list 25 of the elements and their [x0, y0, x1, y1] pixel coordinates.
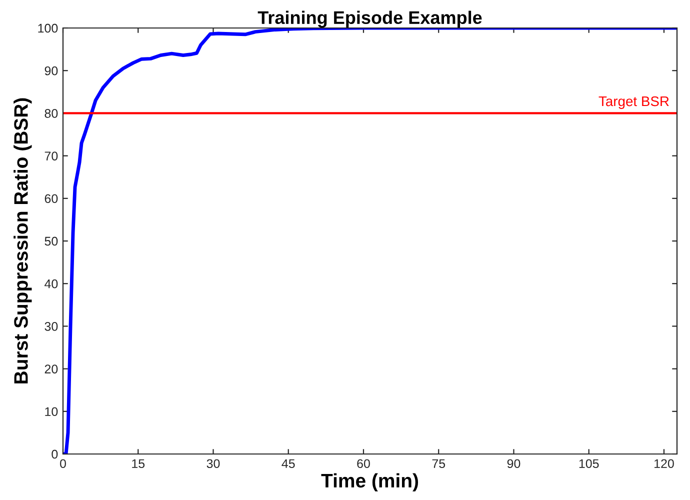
line-series [63, 28, 677, 454]
y-tick-label: 20 [44, 364, 58, 374]
y-tick-label: 70 [44, 152, 58, 160]
x-tick-label: 75 [432, 459, 446, 468]
x-axis-title: Time (min) [321, 473, 418, 492]
y-tick-label: 60 [44, 194, 58, 204]
ref-line-label: Target BSR [598, 96, 669, 109]
x-tick-label: 30 [206, 459, 220, 468]
y-axis-title: Burst Suppression Ratio (BSR) [14, 98, 32, 384]
y-tick-label: 90 [44, 66, 58, 76]
y-tick-label: 50 [44, 236, 58, 246]
y-tick-label: 100 [38, 24, 58, 33]
y-tick-label: 80 [44, 109, 58, 118]
x-tick-label: 105 [579, 459, 599, 468]
y-tick-label: 40 [44, 279, 58, 288]
x-tick-label: 60 [357, 459, 370, 468]
y-tick-label: 30 [44, 322, 58, 331]
x-tick-label: 90 [507, 459, 520, 468]
x-tick-label: 45 [282, 459, 295, 468]
chart-title: Training Episode Example [258, 10, 482, 28]
x-tick-label: 15 [132, 459, 145, 468]
y-tick-label: 0 [52, 450, 58, 459]
x-tick-label: 120 [654, 459, 674, 468]
y-tick-label: 10 [45, 407, 58, 416]
x-tick-label: 0 [60, 459, 66, 468]
